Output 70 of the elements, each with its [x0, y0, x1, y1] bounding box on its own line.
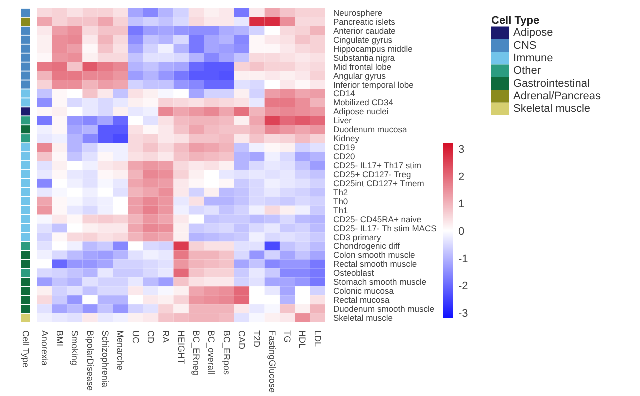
x-tick-label: BipolarDisease [85, 330, 96, 392]
y-tick-label: CD3 primary [334, 232, 382, 242]
y-tick-label: Inferior temporal lobe [334, 80, 414, 90]
legend-title: Cell Type [492, 15, 540, 28]
y-tick-label: Angular gyrus [334, 70, 386, 81]
x-tick-label: Schizophrenia [100, 330, 110, 388]
legend-label: Other [514, 65, 542, 78]
y-tick-label: Mid frontal lobe [334, 62, 392, 72]
y-tick-label: Pancreatic islets [334, 16, 396, 27]
x-tick-label: RA [161, 330, 172, 344]
x-tick-label: CAD [237, 330, 248, 350]
y-tick-label: Kidney [334, 134, 360, 144]
x-tick-label: BMI [54, 330, 65, 347]
x-tick-label: LDL [312, 330, 323, 348]
y-tick-label: Rectal mucosa [334, 295, 390, 306]
y-tick-label: Anterior caudate [334, 26, 396, 36]
y-tick-label: CD19 [334, 142, 356, 153]
x-tick-label: TG [282, 330, 293, 343]
color-bar-label: -3 [458, 308, 468, 320]
legend-label: Skeletal muscle [514, 103, 591, 116]
legend-label: Immune [514, 52, 554, 64]
y-tick-label: Th1 [334, 205, 348, 216]
legend-label: CNS [514, 40, 537, 52]
y-tick-label: Duodenum mucosa [334, 124, 408, 135]
color-bar-label: -2 [458, 280, 468, 293]
x-tick-label: T2D [252, 330, 262, 348]
y-tick-label: Cingulate gyrus [334, 34, 393, 45]
color-bar-label: 3 [458, 144, 465, 156]
y-tick-label: Rectal smooth muscle [334, 259, 418, 270]
y-tick-label: Stomach smooth muscle [334, 277, 427, 288]
legend-label: Gastrointestinal [514, 78, 590, 90]
x-tick-label: BC_overall [206, 330, 217, 375]
y-tick-label: Liver [334, 116, 352, 126]
color-bar-label: 0 [458, 226, 465, 238]
y-tick-label: CD25+ CD127- Treg [334, 169, 412, 180]
x-tick-label: CD [146, 330, 156, 344]
color-bar-label: -1 [458, 253, 468, 266]
y-tick-label: Th2 [334, 187, 348, 198]
text: Cell Type [20, 330, 31, 368]
x-tick-label: BC_ERpos [222, 330, 232, 376]
y-tick-label: Duodenum smooth muscle [334, 304, 435, 314]
x-tick-label: UC [130, 330, 141, 344]
y-tick-label: CD20 [334, 152, 356, 162]
x-tick-label: BC_ERneg [192, 330, 202, 376]
y-tick-label: Substantia nigra [334, 52, 396, 63]
y-tick-label: CD25- IL17- Th stim MACS [334, 223, 438, 234]
x-tick-label: Smoking [70, 330, 80, 366]
x-tick-label: HEIGHT [176, 330, 186, 366]
y-tick-label: Th0 [334, 196, 348, 206]
y-tick-label: Skeletal muscle [334, 313, 394, 324]
legend-label: Adrenal/Pancreas [514, 90, 602, 103]
x-tick-label: Menarche [116, 330, 126, 371]
x-tick-label: FastingGlucose [267, 330, 278, 394]
y-tick-label: Osteoblast [334, 268, 375, 278]
y-tick-label: Colon smooth muscle [334, 250, 416, 260]
y-tick-label: CD25- CD45RA+ naive [334, 214, 422, 224]
y-tick-label: Colonic mucosa [334, 286, 394, 296]
x-tick-label: Anorexia [40, 330, 50, 366]
y-tick-label: CD14 [334, 88, 356, 99]
y-tick-label: Hippocampus middle [334, 44, 414, 54]
y-tick-label: Adipose nuclei [334, 106, 389, 117]
y-tick-label: CD25- IL17+ Th17 stim [334, 160, 422, 170]
y-tick-label: Neurosphere [334, 8, 383, 18]
y-tick-label: Chondrogenic diff [334, 241, 401, 252]
y-tick-label: Mobilized CD34 [334, 98, 394, 108]
legend-label: Adipose [514, 27, 554, 40]
color-bar-label: 1 [458, 198, 465, 211]
color-bar-label: 2 [458, 171, 465, 184]
x-tick-label: HDL [298, 330, 308, 349]
y-tick-label: CD25int CD127+ Tmem [334, 178, 424, 188]
